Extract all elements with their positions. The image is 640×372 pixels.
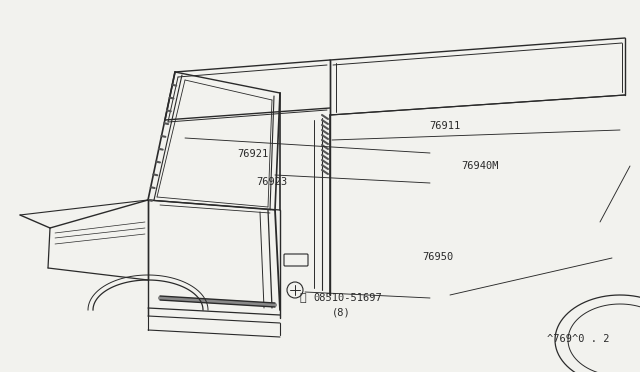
Text: 76923: 76923: [256, 177, 287, 187]
Text: ^769^0 . 2: ^769^0 . 2: [547, 334, 610, 343]
Text: Ⓢ: Ⓢ: [300, 293, 306, 302]
Text: 76911: 76911: [429, 122, 460, 131]
Text: 76950: 76950: [422, 252, 454, 262]
Text: 08510-51697: 08510-51697: [314, 293, 382, 302]
Text: 76940M: 76940M: [461, 161, 499, 170]
Text: 76921: 76921: [237, 150, 268, 159]
Text: (8): (8): [332, 308, 350, 317]
